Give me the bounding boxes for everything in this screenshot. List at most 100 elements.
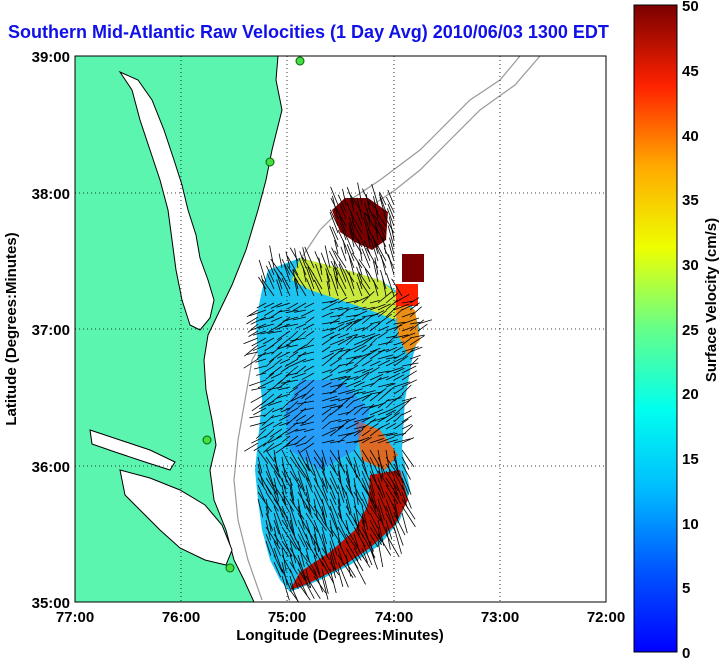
velocity-vector [337,307,349,311]
velocity-vector [377,505,384,525]
velocity-vector [289,582,299,602]
velocity-vector [294,309,307,313]
velocity-vector [393,374,405,381]
velocity-vector [387,225,395,248]
velocity-vector [273,477,280,502]
velocity-vector [269,323,283,332]
velocity-vector [297,351,315,357]
velocity-vector [393,381,411,388]
velocity-vector [393,355,409,367]
velocity-vector [298,344,315,350]
velocity-vector [302,247,307,262]
velocity-vector [401,505,416,528]
velocity-vector [257,449,269,464]
colorbar-tick-label: 10 [682,516,699,533]
velocity-vector [345,430,361,437]
velocity-vector [353,463,357,478]
velocity-vector [281,277,291,297]
velocity-vector [264,428,275,438]
velocity-vector [373,196,379,220]
velocity-vector [401,370,418,381]
velocity-vector [289,477,295,501]
velocity-vector [361,477,371,499]
y-tick-label: 38:00 [32,186,70,203]
velocity-vector [273,533,289,557]
velocity-vector [273,561,282,578]
velocity-vector [369,333,381,339]
velocity-vector [289,547,301,566]
velocity-vector [294,277,307,297]
colorbar-label: Surface Velocity (cm/s) [703,218,720,382]
velocity-vector [246,316,259,325]
velocity-vector [345,364,359,374]
velocity-vector [345,512,354,527]
velocity-vector [385,400,395,409]
velocity-vector [356,281,363,297]
velocity-vector [285,414,299,426]
velocity-vector [401,365,417,374]
velocity-vector [271,316,283,323]
velocity-vector [372,235,379,255]
velocity-vector [401,379,418,388]
velocity-vector [265,526,281,550]
velocity-vector [369,547,378,570]
velocity-vector [361,306,376,311]
colorbar [633,4,678,653]
velocity-patch-darkred-east [402,254,424,282]
velocity-vector [360,281,371,297]
velocity-vector [377,470,389,487]
velocity-vector [329,382,347,388]
velocity-vector [281,526,297,550]
velocity-vector [353,296,369,304]
velocity-vector [401,512,408,534]
velocity-vector [351,220,363,241]
velocity-vector [305,540,318,559]
velocity-vector [345,491,352,513]
velocity-vector [276,393,291,399]
velocity-vector [377,341,393,346]
velocity-vector [321,439,335,444]
velocity-vector [393,484,400,499]
velocity-vector [329,561,340,576]
velocity-vector [297,540,305,567]
velocity-vector [287,435,299,445]
velocity-vector [329,364,342,374]
velocity-vector [297,519,308,540]
velocity-vector [250,323,267,331]
velocity-vector [304,435,315,445]
velocity-patch-red-east [396,284,418,306]
velocity-vector [261,414,275,426]
velocity-vector [353,381,365,388]
velocity-vector [321,403,337,409]
velocity-vector [369,505,381,522]
velocity-vector [361,403,375,416]
velocity-vector [377,303,391,311]
velocity-vector [401,332,416,339]
velocity-vector [345,533,358,550]
velocity-vector [348,256,355,276]
velocity-patch-darkred-north [332,198,388,250]
velocity-vector [276,330,291,341]
velocity-vector [357,261,363,276]
velocity-vector [321,533,328,554]
velocity-vector [281,519,291,533]
x-tick-label: 75:00 [268,609,306,626]
velocity-vector [361,359,373,367]
velocity-vector [273,484,287,504]
velocity-vector [385,505,393,525]
velocity-vector [260,421,275,431]
velocity-vector [353,344,367,353]
velocity-vector [377,413,393,423]
velocity-vector [345,355,362,360]
velocity-vector [289,512,296,540]
velocity-vector [382,278,387,297]
velocity-vector [385,366,403,374]
velocity-vector [268,351,283,363]
velocity-vector [353,470,369,495]
velocity-vector [266,265,275,283]
velocity-vector [289,505,298,527]
velocity-vector [289,533,300,551]
velocity-vector [356,211,363,227]
velocity-vector [276,273,283,290]
velocity-vector [337,411,351,416]
